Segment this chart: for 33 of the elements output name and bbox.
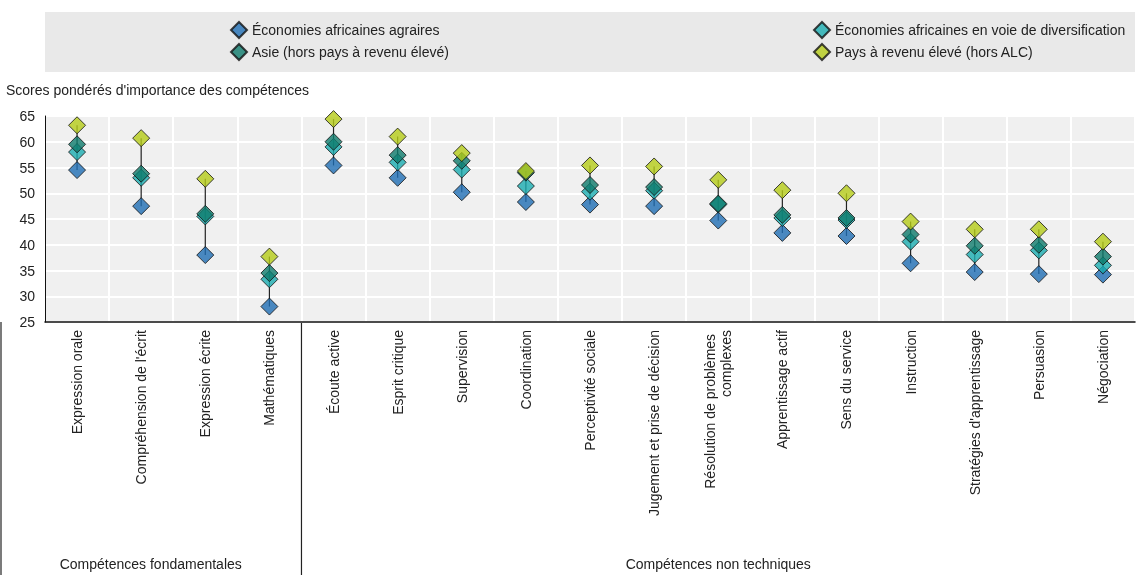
y-tick-label: 65	[19, 108, 36, 124]
legend-label: Pays à revenu élevé (hors ALC)	[835, 44, 1033, 60]
x-tick-label: Sens du service	[838, 329, 855, 430]
y-axis-title: Scores pondérés d'importance des compétences	[6, 82, 310, 98]
legend-label: Économies africaines agraires	[252, 22, 440, 38]
legend-label: Économies africaines en voie de diversification	[835, 22, 1126, 38]
x-tick-label: Instruction	[902, 330, 919, 395]
y-tick-label: 45	[19, 211, 36, 227]
x-tick-label: Coordination	[517, 330, 534, 410]
y-tick-label: 40	[19, 236, 36, 253]
y-tick-label: 35	[19, 262, 36, 279]
x-tick-label: Jugement et prise de décision	[646, 330, 663, 516]
text: Compétences fondamentales	[59, 556, 242, 572]
y-tick-label: 30	[19, 288, 36, 305]
x-tick-label: Perceptivité sociale	[582, 329, 598, 451]
y-tick-label: 55	[19, 159, 36, 176]
x-tick-label: Compréhension de l'écrit	[133, 329, 150, 485]
x-tick-label: Stratégies d'apprentissage	[966, 329, 983, 496]
x-tick-label: Résolution de problèmes complexes	[702, 330, 735, 489]
x-tick-label: Écoute active	[325, 329, 342, 415]
y-tick-label: 50	[19, 185, 36, 202]
x-tick-label: Négociation	[1094, 330, 1111, 404]
x-tick-label: Supervision	[453, 330, 470, 404]
x-tick-label: Apprentissage actif	[774, 329, 791, 450]
x-tick-label: Expression orale	[69, 329, 86, 435]
x-tick-label: Expression écrite	[197, 329, 214, 438]
text: Compétences non techniques	[625, 556, 811, 572]
x-tick-label: Mathématiques	[261, 330, 278, 426]
x-tick-label: Esprit critique	[389, 329, 406, 415]
y-tick-label: 60	[19, 133, 36, 150]
y-tick-label: 25	[19, 314, 36, 330]
x-tick-label: Persuasion	[1030, 330, 1047, 401]
legend-label: Asie (hors pays à revenu élevé)	[252, 44, 449, 60]
